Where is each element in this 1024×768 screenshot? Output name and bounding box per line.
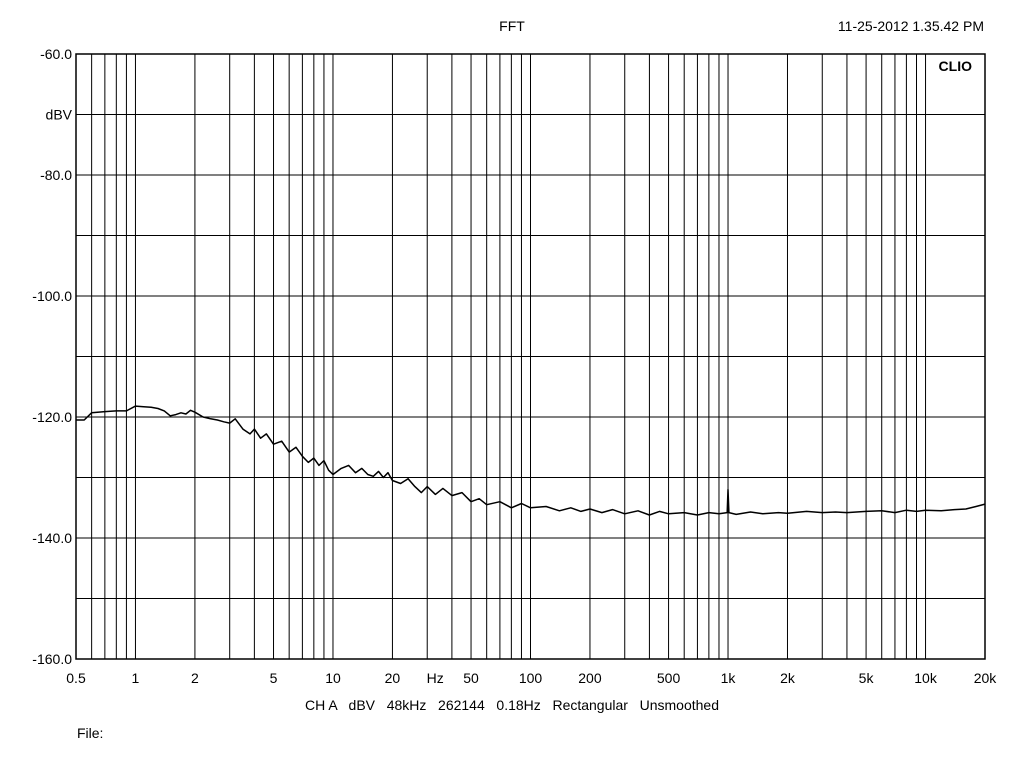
x-tick-label: 5 (270, 670, 278, 686)
x-tick-label: 0.5 (66, 670, 86, 686)
y-tick-label: -140.0 (32, 530, 72, 546)
x-tick-label: 200 (578, 670, 602, 686)
x-tick-label: 50 (463, 670, 479, 686)
timestamp: 11-25-2012 1.35.42 PM (837, 18, 984, 34)
chart-title: FFT (499, 18, 525, 34)
x-tick-label: 1k (721, 670, 737, 686)
x-tick-label: 2k (780, 670, 796, 686)
y-tick-label: -80.0 (40, 167, 72, 183)
axis-labels: 0.5 1 2 5 10 20 50 100 200 500 1k 2k 5k 10k 20k Hz -60.0… (32, 46, 997, 686)
x-tick-label: 20 (385, 670, 401, 686)
x-tick-label: 20k (974, 670, 998, 686)
fft-trace (76, 405, 986, 516)
x-tick-label: 2 (191, 670, 199, 686)
x-tick-label: 500 (657, 670, 681, 686)
measurement-settings: CH A dBV 48kHz 262144 0.18Hz Rectangular… (304, 697, 719, 713)
series-line (76, 405, 986, 516)
y-tick-label: -100.0 (32, 288, 72, 304)
grid-lines (76, 54, 985, 659)
plot-frame (75, 53, 986, 660)
y-tick-label: -60.0 (40, 46, 72, 62)
x-tick-label: 10k (914, 670, 938, 686)
x-tick-label: 5k (859, 670, 875, 686)
x-axis-unit-label: Hz (427, 670, 444, 686)
x-tick-label: 1 (132, 670, 140, 686)
x-tick-label: 10 (325, 670, 341, 686)
clio-brand-label: CLIO (938, 58, 972, 74)
y-axis-unit-label: dBV (46, 107, 73, 123)
x-tick-label: 100 (519, 670, 543, 686)
y-tick-label: -160.0 (32, 651, 72, 667)
file-label: File: (77, 725, 104, 741)
y-tick-label: -120.0 (32, 409, 72, 425)
